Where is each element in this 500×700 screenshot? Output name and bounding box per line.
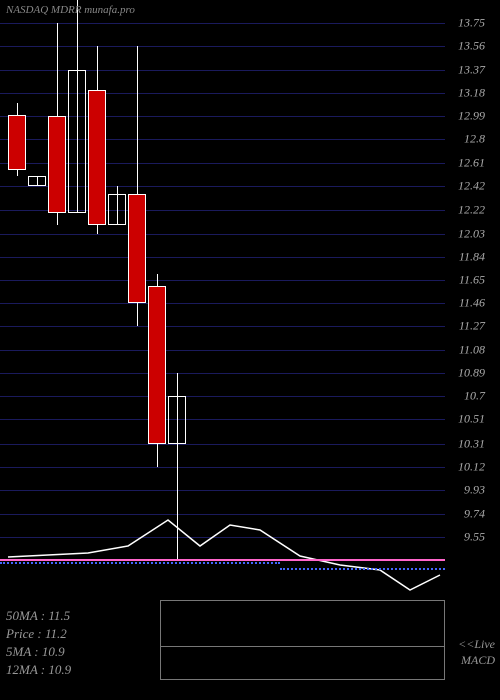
info-panel: 50MA : 11.5 Price : 11.2 5MA : 10.9 12MA… <box>6 608 71 680</box>
chart-header: NASDAQ MDRR munafa.pro <box>6 4 135 16</box>
ma50-label: 50MA : <box>6 608 45 623</box>
indicator-overlay <box>0 0 500 700</box>
source-label: munafa.pro <box>84 4 135 16</box>
price-row: Price : 11.2 <box>6 626 71 642</box>
ma-line-pink <box>0 559 445 561</box>
ma-line-blue <box>280 568 445 570</box>
live-label: <<Live <box>458 637 495 652</box>
exchange-label: NASDAQ <box>6 4 48 16</box>
ma5-label: 5MA : <box>6 644 39 659</box>
macd-line <box>8 520 440 590</box>
ma5-value: 10.9 <box>42 644 65 659</box>
ma12-value: 10.9 <box>48 662 71 677</box>
ma12-row: 12MA : 10.9 <box>6 662 71 678</box>
macd-divider <box>161 646 444 647</box>
ma-line-blue <box>0 562 280 564</box>
chart-container: NASDAQ MDRR munafa.pro 13.7513.5613.3713… <box>0 0 500 700</box>
ticker-label: MDRR <box>51 4 82 16</box>
price-label: Price : <box>6 626 42 641</box>
ma5-row: 5MA : 10.9 <box>6 644 71 660</box>
price-value: 11.2 <box>45 626 67 641</box>
ma50-value: 11.5 <box>48 608 70 623</box>
ma50-row: 50MA : 11.5 <box>6 608 71 624</box>
ma12-label: 12MA : <box>6 662 45 677</box>
macd-label: MACD <box>461 653 495 668</box>
macd-panel <box>160 600 445 680</box>
